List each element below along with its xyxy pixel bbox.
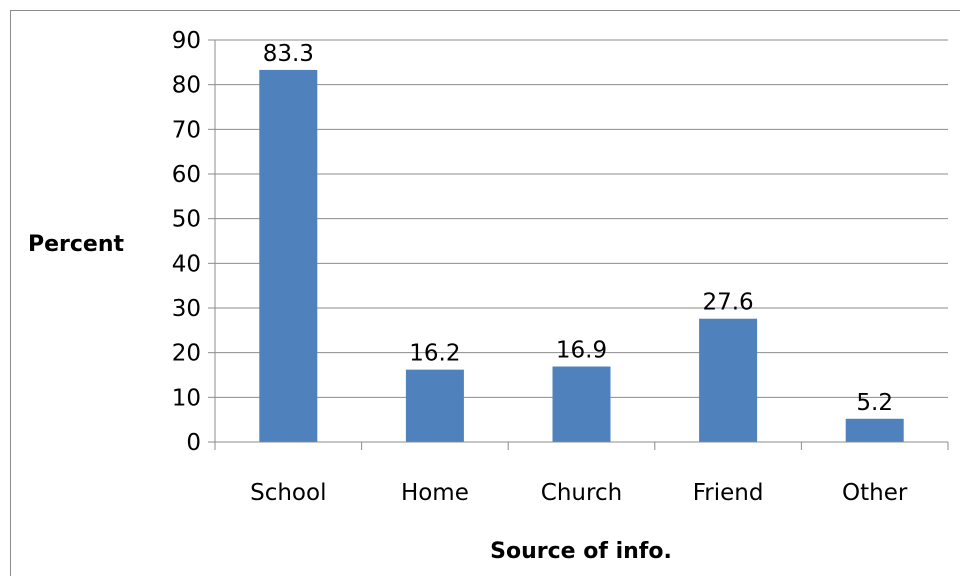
bar-other bbox=[845, 418, 904, 442]
bar-school bbox=[259, 69, 318, 442]
x-tick-label-friend: Friend bbox=[693, 480, 764, 506]
y-axis-ticks: 0 10 20 30 40 50 60 70 80 90 bbox=[172, 28, 216, 456]
bar-church bbox=[552, 366, 611, 442]
x-tick-label-home: Home bbox=[401, 480, 469, 506]
y-tick-label-8: 80 bbox=[172, 73, 201, 99]
data-label-other: 5.2 bbox=[856, 390, 893, 416]
x-tick-label-school: School bbox=[250, 480, 326, 506]
x-tick-label-church: Church bbox=[541, 480, 622, 506]
y-tick-label-6: 60 bbox=[172, 162, 201, 188]
y-tick-label-3: 30 bbox=[172, 296, 201, 322]
data-label-home: 16.2 bbox=[409, 341, 460, 367]
y-tick-label-9: 90 bbox=[172, 28, 201, 54]
y-axis-title: Percent bbox=[28, 232, 125, 257]
y-tick-label-4: 40 bbox=[172, 251, 201, 277]
bars: 83.3 16.2 16.9 27.6 5.2 bbox=[259, 41, 904, 442]
bar-friend bbox=[699, 318, 758, 442]
y-tick-label-1: 10 bbox=[172, 385, 201, 411]
data-label-friend: 27.6 bbox=[702, 290, 753, 316]
x-axis-title: Source of info. bbox=[490, 539, 672, 564]
chart-frame bbox=[10, 10, 960, 576]
y-tick-label-2: 20 bbox=[172, 341, 201, 367]
y-tick-label-5: 50 bbox=[172, 207, 201, 233]
bar-home bbox=[405, 369, 464, 442]
x-tick-label-other: Other bbox=[842, 480, 908, 506]
data-label-church: 16.9 bbox=[556, 338, 607, 364]
x-axis: School Home Church Friend Other bbox=[214, 441, 949, 506]
data-label-school: 83.3 bbox=[263, 41, 314, 67]
y-tick-label-0: 0 bbox=[186, 430, 201, 456]
y-tick-label-7: 70 bbox=[172, 117, 201, 143]
